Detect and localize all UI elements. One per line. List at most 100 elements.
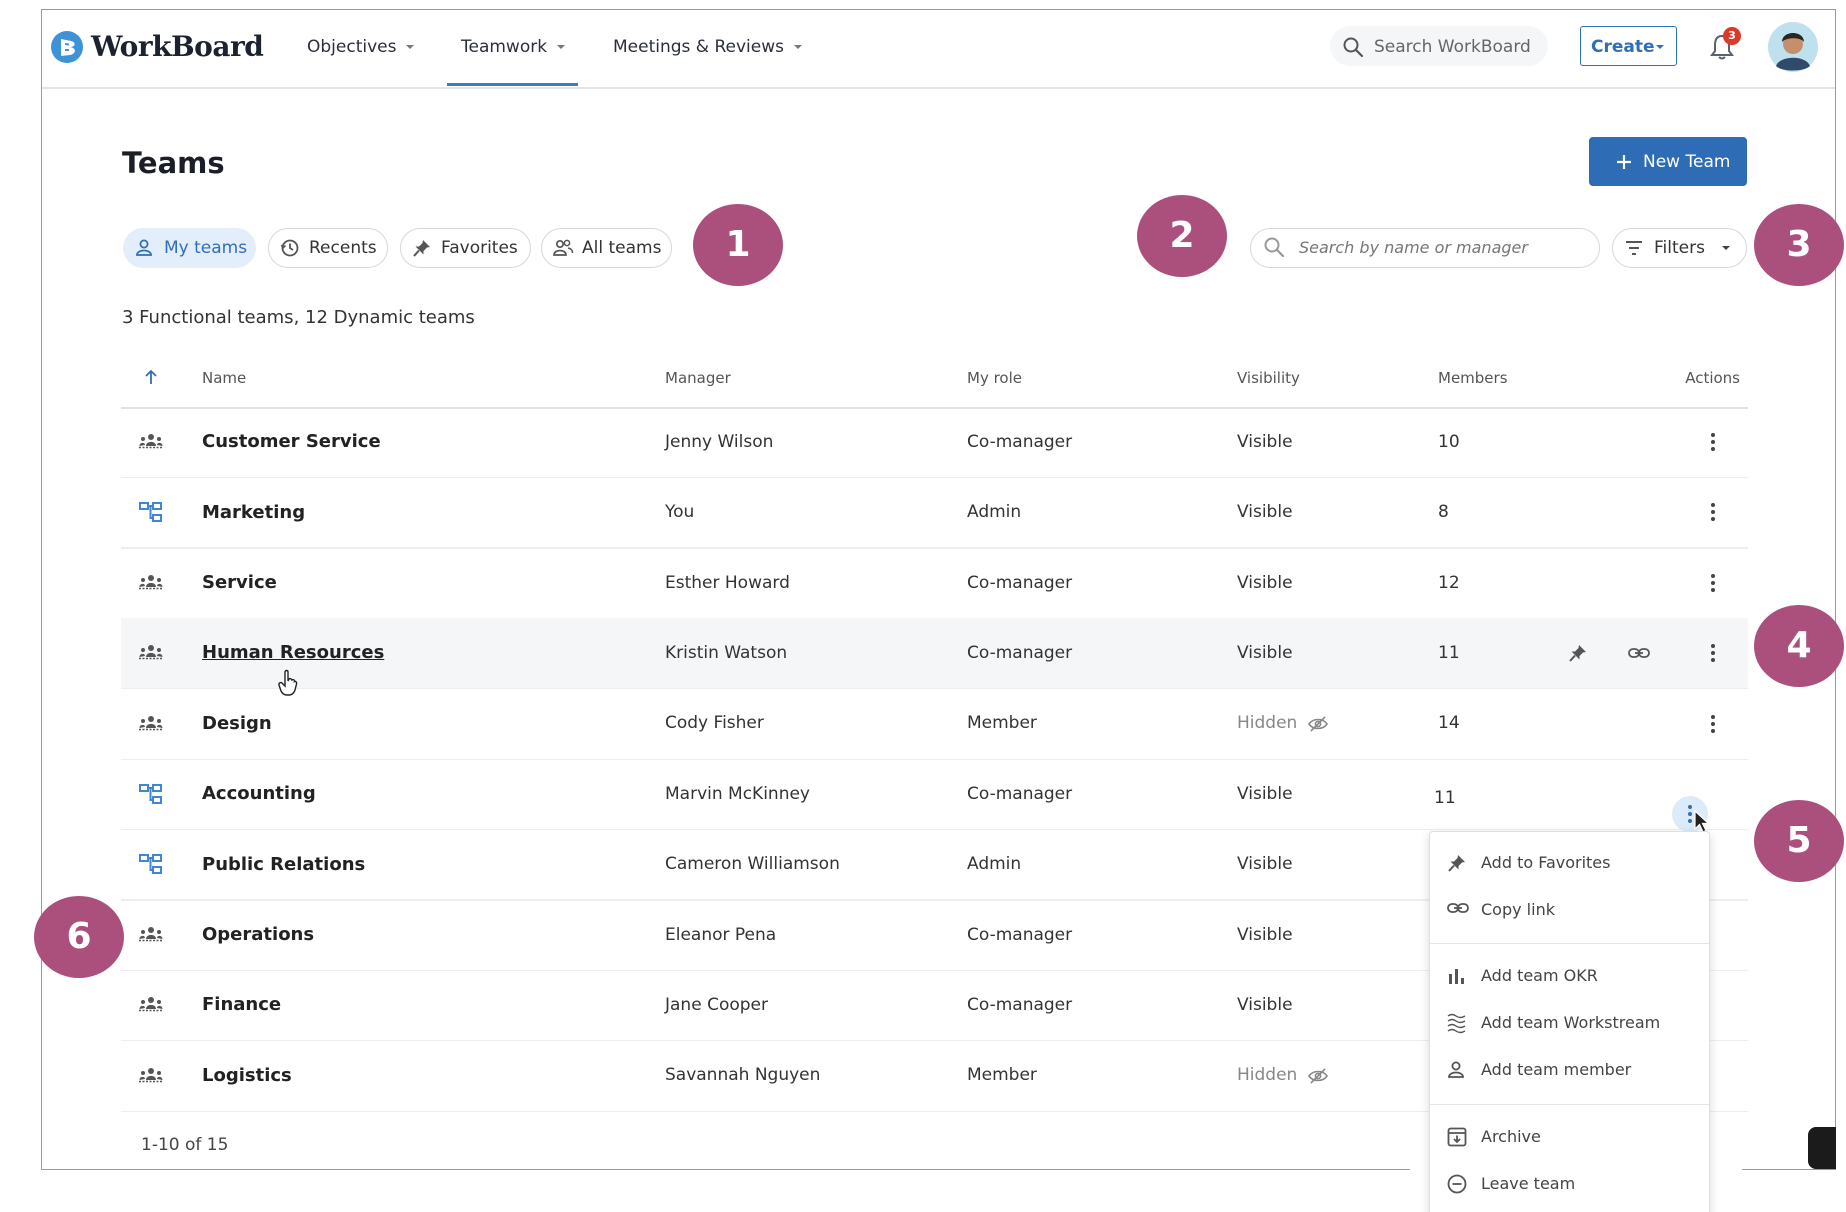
team-type-icon-part-part [141, 929, 145, 934]
callout-badge: 6 [34, 896, 124, 978]
create-caret-part-part [1656, 45, 1664, 49]
team-type-icon-part [139, 574, 163, 589]
menu-icon-part [1447, 1013, 1466, 1034]
team-type-icon-part-part [152, 502, 162, 511]
menu-icon-part [1447, 1174, 1467, 1194]
row-divider [121, 1040, 1748, 1042]
team-type-icon-part-part [148, 574, 154, 581]
row-actions-kebab-part-part [1711, 517, 1715, 522]
nav-caret-part-part [793, 45, 802, 49]
team-type-icon-part-part [146, 934, 156, 939]
create-caret-part [1656, 45, 1664, 49]
tab-label[interactable]: My teams [164, 237, 248, 258]
team-search[interactable] [1250, 228, 1600, 268]
row-pin [1568, 643, 1588, 663]
menu-icon-part-part [1461, 978, 1464, 984]
create-label[interactable]: Create [1591, 36, 1655, 57]
menu-item[interactable]: Copy link [1481, 900, 1555, 920]
sort-arrow-part [145, 369, 157, 384]
team-name[interactable]: Logistics [202, 1064, 292, 1086]
nav-caret-part [557, 45, 566, 49]
row-actions-kebab-part [1711, 433, 1715, 451]
nav-menu-item[interactable]: Teamwork [461, 36, 548, 57]
team-name[interactable]: Public Relations [202, 853, 366, 875]
filters-caret-part [1722, 246, 1730, 250]
new-team-plus-part-part [1617, 155, 1631, 169]
team-name[interactable]: Design [202, 712, 272, 734]
team-name[interactable]: Human Resources [202, 642, 385, 664]
team-name[interactable]: Service [202, 572, 277, 593]
hidden-icon-part [1308, 1068, 1329, 1084]
hand-cursor [278, 669, 300, 696]
menu-item[interactable]: Archive [1481, 1127, 1541, 1147]
new-team-button[interactable] [1589, 137, 1747, 186]
cell-visibility: Visible [1237, 995, 1293, 1015]
team-type-icon-part-part [148, 857, 153, 872]
nav-menu-item[interactable]: Meetings & Reviews [613, 36, 784, 57]
team-type-icon-part-part [139, 854, 149, 863]
cell-role: Member [967, 1065, 1037, 1086]
row-actions-kebab-part [1688, 805, 1692, 823]
new-team-label[interactable]: New Team [1643, 151, 1731, 172]
callout-badge: 4 [1754, 605, 1844, 687]
team-name[interactable]: Operations [202, 924, 315, 945]
team-type-icon-part-part [148, 926, 154, 933]
nav-caret-part [793, 45, 802, 49]
team-type-icon-part-part [152, 514, 162, 523]
hidden-icon-part-part [1310, 1068, 1326, 1084]
menu-icon-part-part [1449, 974, 1452, 984]
team-type-icon-part-part [157, 718, 161, 723]
row-actions-kebab-part-part [1711, 440, 1715, 444]
filters-label[interactable]: Filters [1654, 237, 1705, 258]
sort-arrow [144, 369, 158, 385]
menu-item[interactable]: Add team OKR [1481, 966, 1598, 986]
team-name[interactable]: Marketing [202, 501, 306, 523]
team-type-icon-part-part [152, 796, 162, 804]
menu-icon [1447, 853, 1467, 873]
tab-label[interactable]: Recents [309, 237, 377, 258]
filter-tab[interactable] [541, 228, 672, 268]
hidden-icon-part-part [1314, 720, 1322, 727]
team-name[interactable]: Finance [202, 994, 282, 1016]
menu-item[interactable]: Add team Workstream [1481, 1013, 1661, 1033]
cell-visibility: Visible [1237, 854, 1293, 875]
hand-cursor-part-part [278, 669, 298, 696]
team-type-icon [139, 432, 163, 452]
logo-mark-part [51, 31, 83, 63]
row-divider [121, 758, 1748, 760]
cell-members: 11 [1438, 643, 1460, 663]
team-name[interactable]: Accounting [202, 783, 316, 805]
row-pin-part-part [1571, 645, 1586, 660]
cell-manager: Cody Fisher [665, 713, 764, 734]
nav-menu-item[interactable]: Objectives [307, 36, 397, 57]
cell-manager: Kristin Watson [665, 643, 788, 663]
menu-item[interactable]: Add to Favorites [1481, 853, 1611, 873]
tab-label[interactable]: All teams [582, 237, 662, 258]
tab-icon [135, 238, 155, 258]
team-name[interactable]: Customer Service [202, 431, 381, 453]
tab-icon-part [413, 240, 430, 257]
avatar-part-part [1783, 34, 1803, 54]
menu-item[interactable]: Leave team [1481, 1174, 1576, 1194]
hidden-icon-part-part [1310, 716, 1326, 732]
cell-visibility: Visible [1237, 643, 1293, 663]
filter-tab[interactable] [268, 228, 388, 268]
row-actions-kebab-part [1711, 503, 1715, 522]
team-type-icon-part [139, 434, 163, 449]
cell-visibility: Hidden [1237, 1065, 1298, 1086]
team-search-icon [1263, 236, 1285, 258]
row-divider [121, 969, 1748, 971]
menu-icon-part-part [1450, 855, 1465, 870]
cell-role: Co-manager [967, 783, 1073, 804]
tab-icon-part-part [415, 240, 430, 255]
hidden-icon [1308, 715, 1329, 733]
nav-search[interactable] [1330, 26, 1548, 66]
logo-text: WorkBoard [91, 30, 264, 64]
team-type-icon-part-part [152, 866, 162, 875]
tab-icon [553, 238, 574, 258]
tab-label[interactable]: Favorites [441, 237, 518, 258]
team-type-icon-part-part [139, 583, 163, 587]
notification-badge: 3 [1723, 27, 1741, 45]
menu-item[interactable]: Add team member [1481, 1060, 1632, 1080]
callout-badge: 3 [1754, 204, 1844, 286]
